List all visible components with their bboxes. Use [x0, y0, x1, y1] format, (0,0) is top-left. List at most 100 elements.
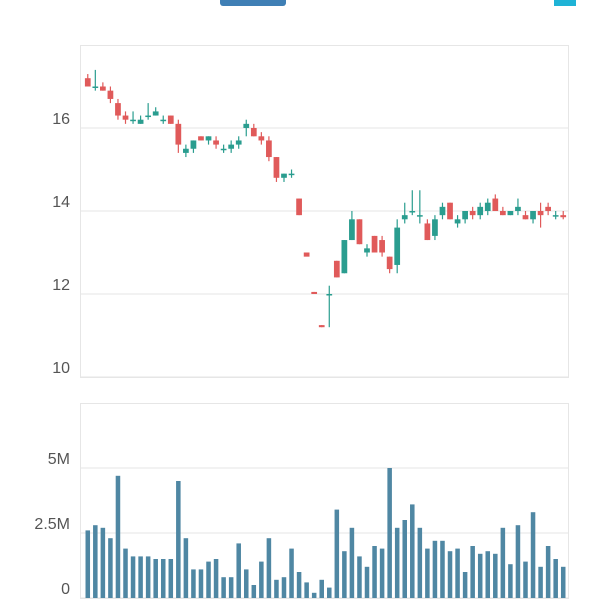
volume-bar [530, 512, 536, 598]
volume-bar [455, 548, 460, 598]
volume-bar [289, 548, 294, 598]
volume-bar [387, 468, 392, 598]
candle-body [349, 219, 355, 241]
volume-bar [100, 527, 106, 598]
candle-body [288, 173, 295, 176]
candle-body [281, 173, 287, 178]
candle-body [454, 219, 461, 224]
volume-bar [198, 569, 204, 598]
volume-bar [160, 559, 166, 598]
volume-bar [176, 481, 181, 598]
candle-body [273, 157, 280, 178]
candle-body [190, 140, 197, 149]
candle-body [137, 119, 144, 124]
volume-bar [440, 540, 445, 598]
candle-body [167, 115, 174, 124]
volume-bar [553, 559, 558, 598]
volume-bar [259, 561, 264, 598]
volume-bar [417, 527, 423, 598]
volume-bar [477, 553, 483, 598]
candle-body [507, 211, 514, 216]
candle-body [258, 136, 265, 141]
volume-bar [85, 530, 91, 598]
candle-body [92, 86, 99, 88]
candle-body [394, 227, 401, 265]
volume-bar [560, 566, 566, 598]
y-tick-label: 12 [52, 277, 70, 294]
volume-bar [304, 582, 309, 598]
candle-body [439, 206, 446, 216]
volume-bar [191, 569, 196, 598]
volume-bar [228, 577, 234, 598]
candle-body [243, 123, 250, 128]
candle-body [235, 140, 242, 145]
candle-body [152, 111, 159, 116]
volume-bar [500, 527, 506, 598]
volume-bar [334, 509, 340, 598]
volume-bar [206, 561, 211, 598]
candle-body [84, 78, 91, 87]
volume-bar [523, 561, 528, 598]
candle-body [356, 219, 363, 245]
candle-body [115, 103, 121, 116]
candle-body [432, 219, 438, 236]
candle-body [311, 291, 318, 294]
volume-bar [153, 559, 158, 598]
candle-body [530, 211, 536, 220]
candle-body [175, 123, 182, 145]
volume-bar [447, 551, 453, 598]
candle-body [447, 202, 453, 220]
candle-body [220, 148, 227, 151]
volume-bar [311, 592, 317, 598]
volume-bar [342, 551, 347, 598]
volume-bar [183, 538, 189, 598]
volume-bar [379, 548, 385, 598]
candle-body [424, 223, 431, 241]
candle-body [107, 90, 114, 99]
volume-bar [319, 579, 324, 598]
volume-bar [394, 527, 400, 598]
volume-bar [349, 527, 355, 598]
y-tick-label: 14 [52, 194, 70, 211]
volume-bar [410, 504, 415, 598]
candle-body [499, 211, 506, 216]
candle-body [545, 206, 552, 211]
candle-body [296, 198, 302, 216]
volume-bar [372, 546, 377, 598]
candle-body [326, 294, 333, 296]
volume-bar [108, 538, 113, 598]
toolbar-button[interactable] [220, 0, 286, 6]
volume-bar [493, 553, 498, 598]
volume-bar [402, 520, 408, 598]
volume-bar [364, 566, 370, 598]
candle-body [266, 140, 272, 158]
volume-bar [138, 556, 143, 598]
volume-bar [462, 572, 468, 598]
candle-body [379, 240, 385, 253]
candle-body [183, 148, 189, 153]
volume-tick-label: 5M [48, 451, 70, 468]
candle-body [198, 136, 204, 141]
volume-bar [236, 543, 241, 598]
candle-body [318, 325, 325, 328]
volume-bar [327, 587, 332, 598]
candle-body [364, 248, 370, 253]
candle-body [477, 206, 484, 216]
candle-body [160, 119, 167, 122]
y-tick-label: 10 [52, 360, 70, 377]
candle-body [484, 202, 491, 211]
candle-body [469, 211, 476, 216]
toolbar-icon[interactable] [554, 0, 576, 6]
candle-body [462, 211, 468, 220]
candle-body [341, 240, 348, 274]
candle-body [409, 211, 416, 213]
candle-body [522, 215, 529, 220]
candle-body [303, 252, 310, 257]
candle-body [416, 215, 423, 217]
volume-bar [485, 551, 491, 598]
volume-bar [296, 572, 302, 598]
candle-body [401, 215, 408, 220]
candle-body [145, 115, 152, 118]
volume-bar [508, 564, 513, 598]
volume-bar [251, 585, 257, 598]
